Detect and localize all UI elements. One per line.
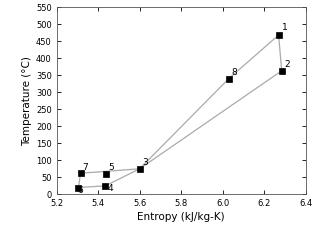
Text: 3: 3 (142, 158, 148, 167)
Text: 2: 2 (284, 60, 290, 69)
Text: 8: 8 (231, 68, 237, 77)
Text: 7: 7 (82, 163, 88, 172)
Text: 5: 5 (108, 163, 114, 172)
X-axis label: Entropy (kJ/kg-K): Entropy (kJ/kg-K) (137, 212, 225, 222)
Text: 1: 1 (282, 23, 288, 32)
Y-axis label: Temperature (°C): Temperature (°C) (22, 56, 32, 146)
Text: 4: 4 (107, 184, 113, 193)
Text: 6: 6 (78, 186, 83, 195)
